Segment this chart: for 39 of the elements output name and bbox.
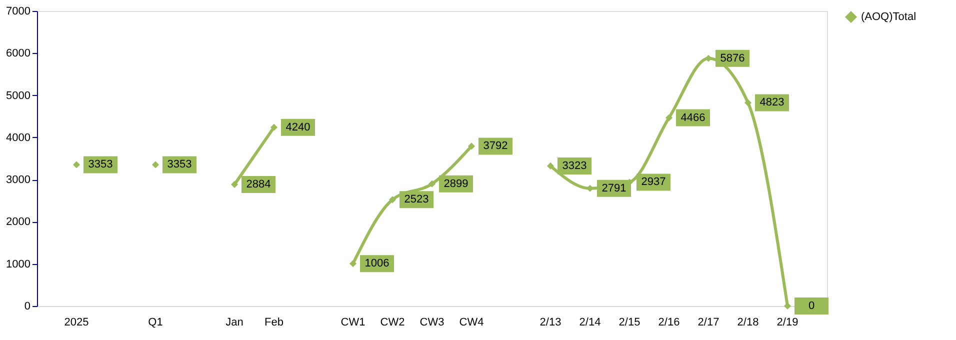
y-tick-label: 7000	[6, 6, 30, 18]
x-tick-label: 2/18	[737, 316, 759, 328]
data-label: 4466	[680, 112, 706, 124]
x-tick-label: Feb	[264, 316, 284, 328]
x-tick-label: 2/17	[698, 316, 720, 328]
data-label: 4823	[760, 96, 784, 109]
legend-label: (AOQ)Total	[861, 11, 916, 23]
y-tick-label: 4000	[6, 132, 30, 144]
y-tick-label: 6000	[6, 48, 30, 60]
data-label: 2884	[246, 178, 271, 190]
x-tick-label: CW4	[459, 316, 484, 328]
y-tick-label: 2000	[6, 216, 30, 228]
data-label: 3353	[88, 158, 113, 171]
data-label: 3323	[562, 160, 587, 172]
x-tick-label: CW2	[380, 316, 405, 328]
x-tick-label: 2025	[64, 316, 89, 328]
data-label: 4240	[286, 121, 310, 134]
x-tick-label: Jan	[226, 316, 244, 328]
y-tick-label: 1000	[6, 258, 30, 270]
x-tick-label: 2/13	[540, 316, 562, 328]
y-tick-label: 0	[24, 300, 30, 312]
data-label: 5876	[720, 52, 745, 64]
x-tick-label: 2/16	[658, 316, 680, 328]
x-tick-label: 2/14	[579, 316, 601, 328]
data-label: 2899	[444, 178, 468, 190]
x-tick-label: CW1	[340, 316, 366, 328]
x-tick-label: 2/19	[776, 316, 798, 328]
x-tick-label: CW3	[420, 316, 444, 328]
x-tick-label: 2/15	[618, 316, 640, 328]
y-tick-label: 3000	[6, 174, 30, 186]
data-label: 3353	[167, 158, 192, 171]
data-label: 1006	[364, 258, 390, 270]
data-label: 0	[808, 300, 815, 312]
data-label: 2523	[404, 194, 429, 206]
data-label: 2791	[602, 182, 626, 194]
data-label: 2937	[641, 176, 666, 188]
x-tick-label: Q1	[148, 316, 163, 328]
data-label: 3792	[483, 140, 508, 152]
y-tick-label: 5000	[6, 90, 30, 102]
